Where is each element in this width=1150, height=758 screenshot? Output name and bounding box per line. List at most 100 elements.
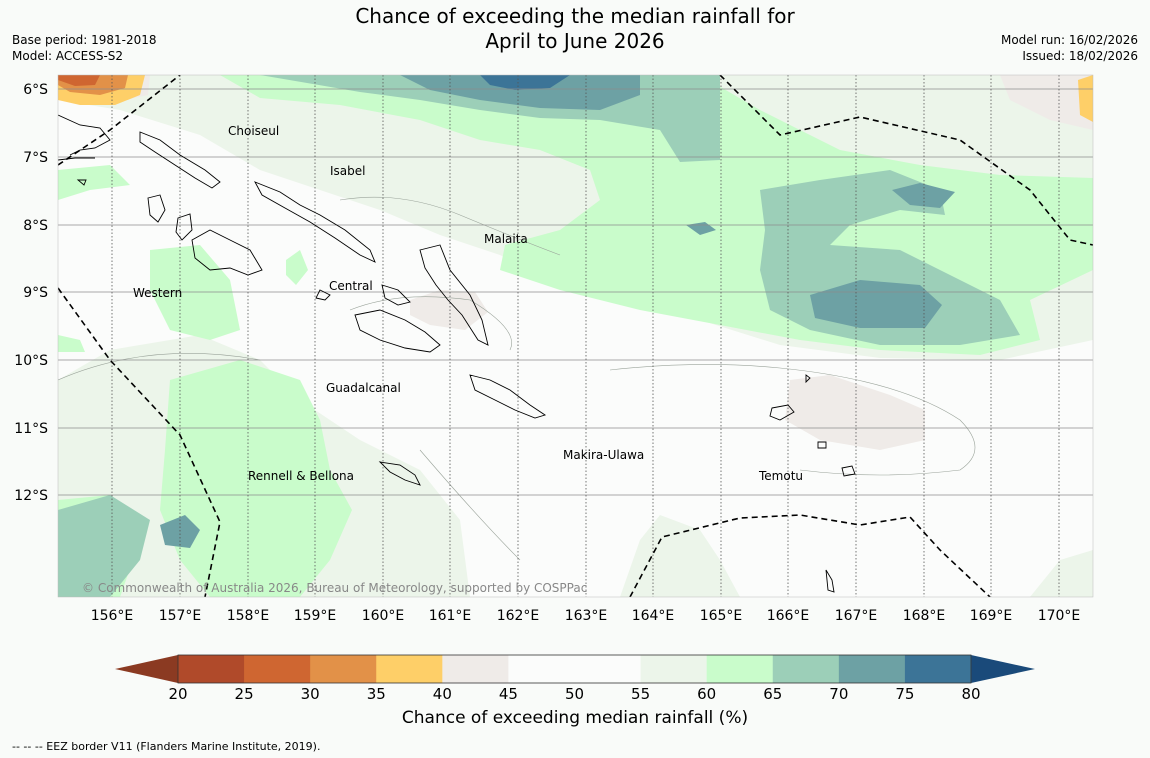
coast-russell	[315, 289, 331, 301]
shade-75-80-north	[480, 75, 570, 90]
latitude-labels: 6°S 7°S 8°S 9°S 10°S 11°S 12°S	[14, 82, 48, 504]
colorbar-tick-label: 70	[829, 685, 848, 700]
colorbar-min-extension	[115, 655, 178, 683]
eez-footer-note: -- -- -- EEZ border V11 (Flanders Marine…	[12, 740, 321, 753]
lon-label: 162°E	[497, 608, 540, 624]
lat-label: 6°S	[23, 82, 48, 98]
lon-label: 169°E	[970, 608, 1013, 624]
meta-left: Base period: 1981-2018 Model: ACCESS-S2	[12, 32, 157, 64]
contour-line	[58, 353, 261, 381]
colorbar: 20 25 30 35 40 45 50 55 60 65 70 75 80	[115, 654, 1035, 700]
lon-label: 163°E	[565, 608, 608, 624]
lon-label: 161°E	[429, 608, 472, 624]
title-line-1: Chance of exceeding the median rainfall …	[355, 4, 795, 28]
coast-guadalcanal	[354, 309, 441, 353]
colorbar-max-extension	[971, 655, 1035, 683]
contour-line	[609, 364, 976, 476]
contour-line	[419, 449, 521, 561]
colorbar-segment	[772, 655, 840, 683]
shade-40-45-temotu	[785, 375, 925, 450]
longitude-labels: 156°E 157°E 158°E 159°E 160°E 161°E 162°…	[91, 608, 1081, 624]
lon-label: 156°E	[91, 608, 134, 624]
colorbar-segment	[508, 655, 575, 683]
colorbar-tick-label: 80	[961, 685, 980, 700]
colorbar-segment	[178, 655, 245, 683]
lon-label: 159°E	[294, 608, 337, 624]
colorbar-tick-label: 40	[433, 685, 452, 700]
lat-label: 8°S	[23, 218, 48, 234]
shade-65-70-southwest	[58, 495, 150, 597]
lon-label: 157°E	[159, 608, 202, 624]
colorbar-segment	[640, 655, 708, 683]
contour-line	[339, 196, 561, 256]
colorbar-segment	[310, 655, 377, 683]
shade-70-75-small	[892, 183, 955, 208]
lon-label: 168°E	[903, 608, 946, 624]
colorbar-segment	[706, 655, 774, 683]
map-frame	[57, 74, 1094, 598]
shade-55-60-far-southeast	[1030, 550, 1093, 597]
longitude-lines	[111, 75, 1060, 597]
lon-label: 167°E	[835, 608, 878, 624]
region-label-choiseul: Choiseul	[228, 124, 279, 138]
lon-label: 166°E	[767, 608, 810, 624]
shade-60-65-small	[286, 250, 308, 285]
coast-small-island	[825, 569, 835, 593]
colorbar-tick-label: 50	[565, 685, 584, 700]
shade-35-40-northeast	[1078, 75, 1093, 122]
shade-60-65-west-2	[150, 245, 240, 340]
colorbar-tick-label: 30	[301, 685, 320, 700]
region-labels: Choiseul Isabel Malaita Western Central …	[133, 124, 803, 483]
colorbar-segment	[838, 655, 906, 683]
coast-utupua	[841, 465, 856, 477]
lon-label: 165°E	[700, 608, 743, 624]
coast-rennell	[378, 461, 421, 486]
region-label-western: Western	[133, 286, 182, 300]
colorbar-segment	[244, 655, 311, 683]
lon-label: 164°E	[632, 608, 675, 624]
colorbar-segment	[376, 655, 443, 683]
coast-malaita	[419, 244, 489, 346]
region-label-rennell-bellona: Rennell & Bellona	[248, 469, 354, 483]
lat-label: 11°S	[14, 421, 48, 437]
base-period: Base period: 1981-2018	[12, 33, 157, 47]
colorbar-tick-label: 55	[631, 685, 650, 700]
issued-date: Issued: 18/02/2026	[1022, 49, 1138, 63]
eez-border-northeast	[719, 75, 1093, 246]
colorbar-tick-label: 20	[168, 685, 187, 700]
lat-label: 12°S	[14, 488, 48, 504]
colorbar-tick-label: 35	[367, 685, 386, 700]
colorbar-tick-label: 65	[763, 685, 782, 700]
copyright-text: © Commonwealth of Australia 2026, Bureau…	[82, 581, 587, 595]
colorbar-tick-label: 45	[499, 685, 518, 700]
coast-isabel	[254, 181, 376, 263]
coast-bougainville-tip	[58, 157, 95, 161]
meta-right: Model run: 16/02/2026 Issued: 18/02/2026	[1001, 32, 1138, 64]
region-label-temotu: Temotu	[758, 469, 803, 483]
colorbar-frame	[177, 654, 972, 684]
shade-60-65-west-3	[58, 335, 85, 352]
shade-60-65-south	[160, 360, 352, 597]
colorbar-segments	[178, 655, 972, 683]
title-line-2: April to June 2026	[485, 29, 665, 53]
colorbar-label: Chance of exceeding median rainfall (%)	[401, 708, 749, 728]
colorbar-tick-label: 60	[697, 685, 716, 700]
region-label-guadalcanal: Guadalcanal	[326, 381, 401, 395]
colorbar-tick-label: 75	[895, 685, 914, 700]
lat-label: 9°S	[23, 285, 48, 301]
coast-bougainville	[58, 114, 111, 156]
model-name: Model: ACCESS-S2	[12, 49, 124, 63]
coast-santa-cruz	[769, 404, 795, 421]
lat-label: 7°S	[23, 150, 48, 166]
coast-choiseul	[139, 131, 221, 189]
coast-makira	[469, 374, 547, 419]
chart-title: Chance of exceeding the median rainfall …	[0, 4, 1150, 54]
eez-border-northwest	[58, 75, 181, 166]
colorbar-segment	[442, 655, 509, 683]
coast-small-islet	[76, 179, 87, 186]
eez-borders	[58, 75, 1093, 597]
region-label-makira-ulawa: Makira-Ulawa	[563, 448, 644, 462]
contour-lines	[58, 196, 976, 561]
rainfall-map: © Commonwealth of Australia 2026, Bureau…	[14, 74, 1094, 700]
map-plot-area: © Commonwealth of Australia 2026, Bureau…	[58, 75, 1093, 597]
